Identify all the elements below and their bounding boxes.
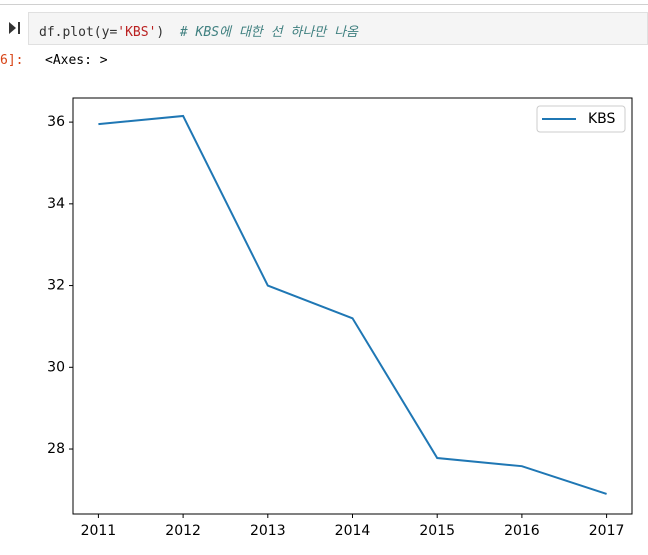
y-tick-label: 30 [47,359,65,375]
output-prompt: 6]: [0,53,24,68]
y-tick-label: 32 [47,278,65,294]
x-tick-label: 2016 [504,523,540,539]
x-tick-label: 2015 [419,523,455,539]
line [98,114,607,495]
code-cell[interactable]: df.plot(y='KBS') # KBS에 대한 선 하나만 나옴 [28,12,648,45]
legend-label: KBS [588,111,616,127]
code-string: 'KBS' [117,25,157,40]
code-text: df.plot(y= [39,25,118,40]
x-tick-label: 2012 [165,523,201,539]
code-comment: # KBS에 대한 선 하나만 나옴 [179,25,358,40]
y-tick-label: 36 [47,114,65,130]
code: df.plot(y='KBS') # KBS에 대한 선 하나만 나옴 [39,21,358,40]
x-tick-label: 2014 [335,523,371,539]
legend-box [536,105,626,133]
y-tick-label: 28 [47,441,65,457]
x-tick-label: 2017 [589,523,625,539]
x-tick-label: 2013 [250,523,286,539]
divider [0,4,648,5]
x-tick-label: 2011 [81,523,117,539]
output-text: <Axes: > [45,53,108,68]
y-tick-label: 34 [47,196,65,212]
code-text: ) [156,25,165,40]
run-icon[interactable] [8,20,22,36]
plot-frame [72,97,633,515]
